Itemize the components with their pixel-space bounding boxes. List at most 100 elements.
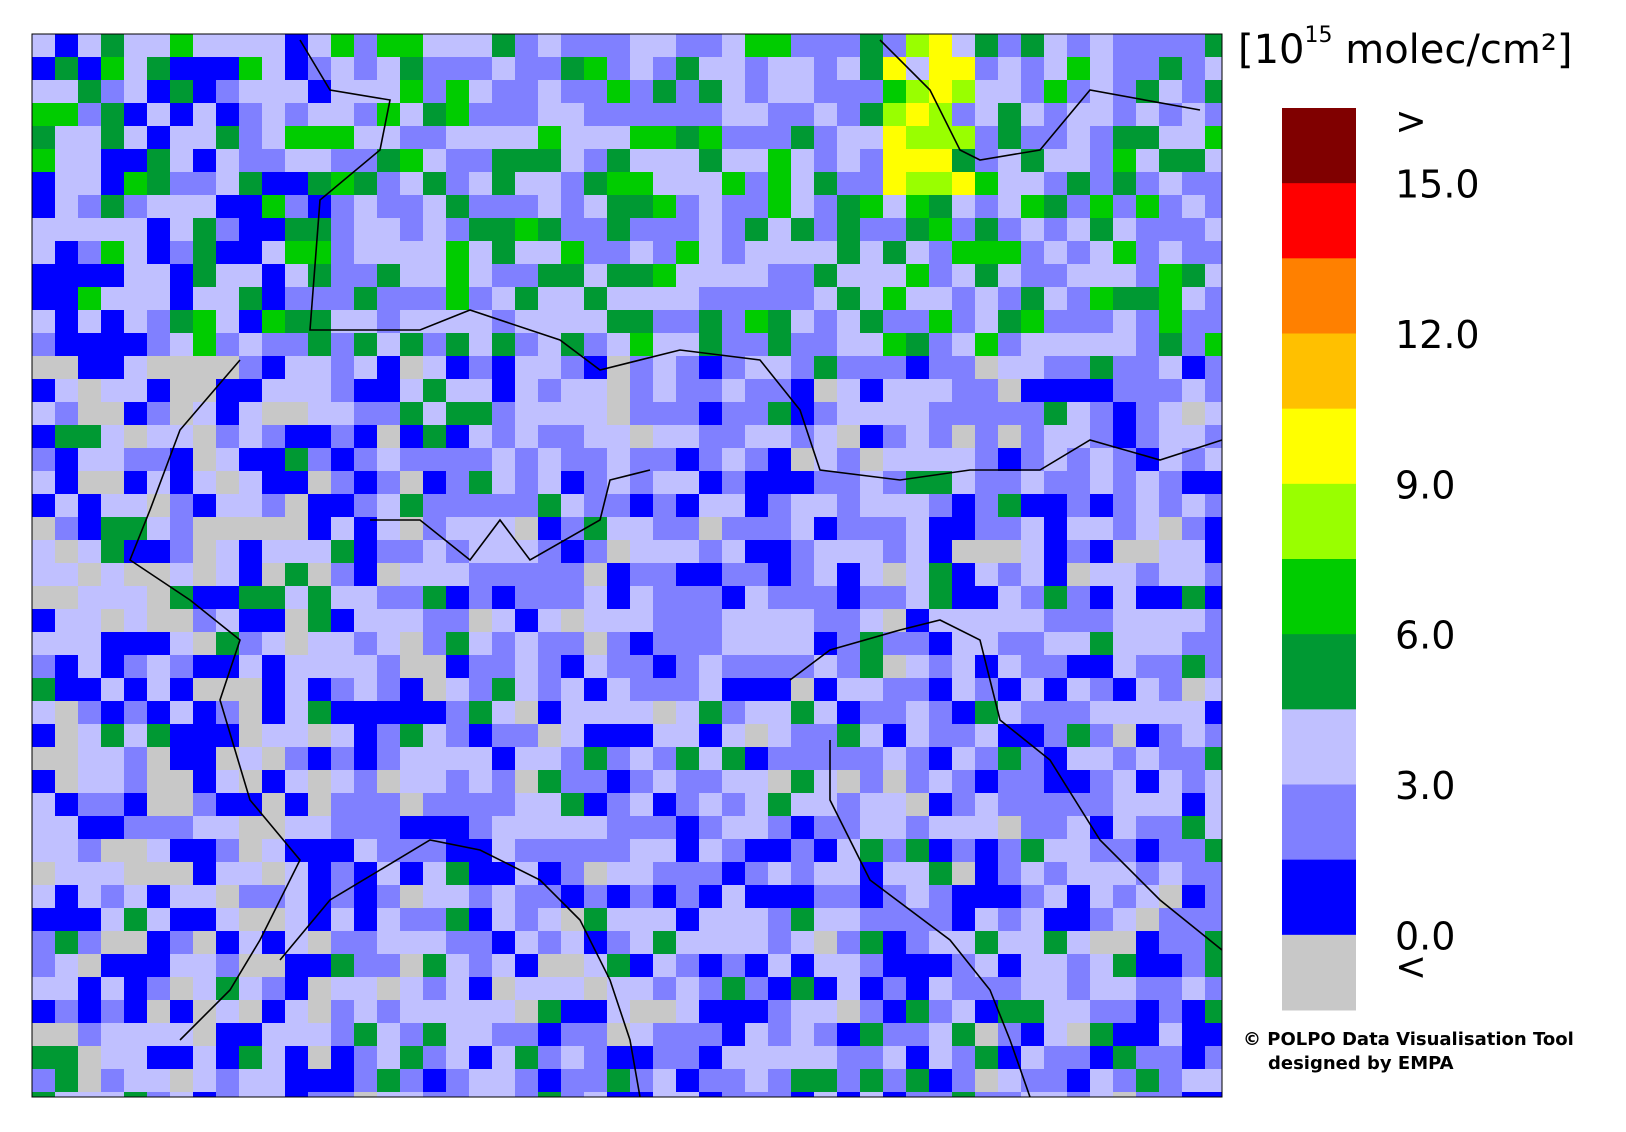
data-cell (170, 977, 193, 1000)
data-cell (952, 1000, 975, 1023)
data-cell (791, 149, 814, 172)
data-cell (653, 333, 676, 356)
data-cell (1136, 1000, 1159, 1023)
data-cell (216, 448, 239, 471)
data-cell (745, 333, 768, 356)
data-cell (860, 701, 883, 724)
data-cell (124, 80, 147, 103)
data-cell (722, 264, 745, 287)
data-cell (1021, 632, 1044, 655)
data-cell (814, 264, 837, 287)
data-cell (630, 747, 653, 770)
data-cell (699, 517, 722, 540)
data-cell (722, 632, 745, 655)
data-cell (1205, 241, 1222, 264)
data-cell (78, 402, 101, 425)
data-cell (722, 425, 745, 448)
data-cell (929, 34, 952, 57)
data-cell (216, 494, 239, 517)
data-cell (952, 356, 975, 379)
data-cell (262, 1023, 285, 1046)
data-cell (262, 172, 285, 195)
data-cell (469, 1000, 492, 1023)
data-cell (1182, 563, 1205, 586)
data-cell (55, 425, 78, 448)
data-cell (239, 195, 262, 218)
data-cell (906, 839, 929, 862)
data-cell (538, 172, 561, 195)
colorbar-swatch (1282, 559, 1356, 635)
data-cell (929, 655, 952, 678)
data-cell (216, 931, 239, 954)
data-cell (1182, 195, 1205, 218)
data-cell (515, 655, 538, 678)
data-cell (331, 540, 354, 563)
data-cell (1044, 1023, 1067, 1046)
data-cell (193, 1069, 216, 1092)
data-cell (1021, 195, 1044, 218)
data-cell (124, 747, 147, 770)
data-cell (1113, 103, 1136, 126)
data-cell (653, 356, 676, 379)
data-cell (699, 448, 722, 471)
data-cell (1136, 678, 1159, 701)
data-cell (101, 816, 124, 839)
data-cell (469, 425, 492, 448)
data-cell (1113, 517, 1136, 540)
data-cell (101, 356, 124, 379)
data-cell (262, 839, 285, 862)
data-cell (124, 333, 147, 356)
data-cell (607, 1000, 630, 1023)
colorbar-swatch (1282, 859, 1356, 936)
data-cell (745, 770, 768, 793)
colorbar-label: 3.0 (1395, 764, 1455, 808)
data-cell (1136, 908, 1159, 931)
data-cell (538, 356, 561, 379)
data-cell (147, 954, 170, 977)
data-cell (1182, 379, 1205, 402)
data-cell (975, 954, 998, 977)
data-cell (400, 172, 423, 195)
data-cell (32, 747, 55, 770)
data-cell (860, 678, 883, 701)
data-cell (998, 701, 1021, 724)
data-cell (561, 701, 584, 724)
data-cell (216, 586, 239, 609)
data-cell (745, 379, 768, 402)
data-cell (676, 908, 699, 931)
data-cell (607, 333, 630, 356)
data-cell (975, 540, 998, 563)
data-cell (469, 701, 492, 724)
data-cell (860, 1000, 883, 1023)
data-cell (216, 885, 239, 908)
data-cell (1113, 172, 1136, 195)
data-cell (285, 517, 308, 540)
data-cell (308, 172, 331, 195)
data-cell (1136, 724, 1159, 747)
data-cell (78, 241, 101, 264)
data-cell (929, 494, 952, 517)
data-cell (331, 1046, 354, 1069)
data-cell (561, 126, 584, 149)
data-cell (285, 793, 308, 816)
data-cell (1021, 747, 1044, 770)
data-cell (1021, 977, 1044, 1000)
data-cell (1021, 862, 1044, 885)
data-cell (331, 356, 354, 379)
data-cell (653, 563, 676, 586)
data-cell (791, 678, 814, 701)
data-cell (745, 563, 768, 586)
data-cell (1182, 471, 1205, 494)
data-cell (906, 1046, 929, 1069)
data-cell (193, 770, 216, 793)
data-cell (1044, 264, 1067, 287)
data-cell (676, 655, 699, 678)
data-cell (814, 103, 837, 126)
data-cell (515, 126, 538, 149)
data-cell (814, 839, 837, 862)
data-cell (653, 149, 676, 172)
data-cell (354, 609, 377, 632)
data-cell (1182, 816, 1205, 839)
data-cell (791, 747, 814, 770)
data-cell (745, 471, 768, 494)
